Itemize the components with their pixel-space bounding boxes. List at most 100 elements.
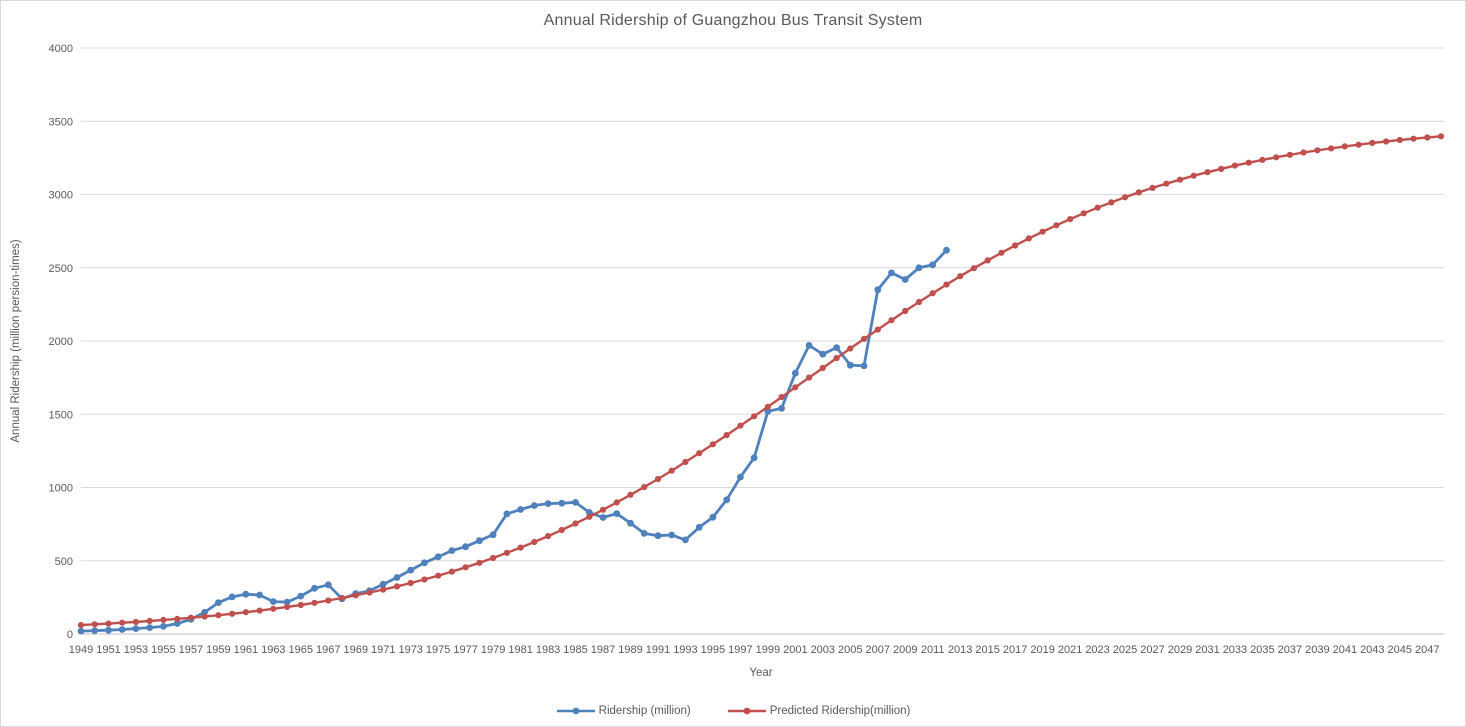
data-point bbox=[668, 531, 676, 539]
data-point bbox=[723, 496, 731, 504]
legend-dot-icon bbox=[572, 707, 580, 715]
data-point bbox=[1424, 134, 1431, 141]
chart-legend: Ridership (million) Predicted Ridership(… bbox=[1, 705, 1465, 717]
data-point bbox=[393, 574, 401, 581]
x-tick-label: 2003 bbox=[811, 644, 835, 656]
data-point bbox=[1218, 165, 1225, 172]
data-point bbox=[806, 374, 813, 381]
data-point bbox=[586, 513, 593, 520]
data-point bbox=[709, 441, 717, 448]
data-point bbox=[1149, 184, 1156, 191]
data-point bbox=[1396, 136, 1403, 144]
data-point bbox=[751, 413, 758, 420]
data-point bbox=[1286, 151, 1293, 158]
data-point bbox=[530, 502, 538, 509]
series-line-ridership bbox=[79, 248, 948, 633]
x-tick-label: 2027 bbox=[1140, 644, 1164, 656]
x-tick-label: 1997 bbox=[728, 644, 752, 656]
data-point bbox=[338, 594, 346, 602]
data-point bbox=[695, 523, 703, 531]
x-tick-label: 2045 bbox=[1388, 644, 1412, 656]
data-point bbox=[1039, 228, 1046, 235]
data-point bbox=[874, 286, 882, 294]
x-tick-label: 2041 bbox=[1333, 644, 1357, 656]
data-point bbox=[819, 350, 827, 358]
x-tick-label: 2035 bbox=[1250, 644, 1274, 656]
data-point bbox=[1163, 180, 1170, 187]
data-point bbox=[1108, 199, 1115, 206]
data-point bbox=[256, 591, 263, 599]
legend-item-predicted-ridership: Predicted Ridership(million) bbox=[727, 705, 910, 717]
data-point bbox=[805, 342, 813, 349]
chart-title: Annual Ridership of Guangzhou Bus Transi… bbox=[543, 12, 923, 29]
data-point bbox=[654, 532, 662, 540]
x-tick-label: 2023 bbox=[1085, 644, 1109, 656]
data-point bbox=[860, 335, 868, 342]
data-point bbox=[902, 307, 909, 315]
data-point bbox=[311, 584, 318, 592]
x-tick-label: 1965 bbox=[289, 644, 313, 656]
data-point bbox=[242, 590, 250, 598]
data-point bbox=[407, 566, 415, 574]
data-point bbox=[132, 625, 140, 632]
data-point bbox=[1121, 194, 1129, 201]
data-point bbox=[1053, 222, 1060, 229]
data-point bbox=[256, 607, 263, 614]
data-point bbox=[558, 526, 565, 534]
data-point bbox=[160, 623, 167, 630]
x-tick-label: 2037 bbox=[1278, 644, 1302, 656]
data-point bbox=[613, 499, 620, 506]
data-point bbox=[1369, 139, 1376, 146]
data-point bbox=[778, 405, 785, 412]
data-point bbox=[119, 619, 126, 626]
x-tick-label: 1955 bbox=[151, 644, 175, 656]
data-point bbox=[627, 491, 634, 498]
data-point bbox=[984, 257, 991, 264]
data-point bbox=[105, 626, 112, 634]
data-point bbox=[1190, 172, 1197, 179]
x-tick-label: 2025 bbox=[1113, 644, 1137, 656]
data-point bbox=[544, 500, 552, 507]
data-point bbox=[860, 362, 868, 370]
x-tick-label: 1967 bbox=[316, 644, 340, 656]
x-tick-label: 1963 bbox=[261, 644, 285, 656]
data-point bbox=[1383, 138, 1390, 145]
data-point bbox=[1341, 143, 1348, 150]
data-point bbox=[572, 499, 579, 506]
data-point bbox=[888, 317, 895, 324]
data-point bbox=[476, 559, 483, 566]
data-point bbox=[174, 615, 181, 623]
data-point bbox=[558, 499, 566, 507]
data-point bbox=[352, 592, 359, 599]
data-point bbox=[407, 579, 414, 587]
x-tick-label: 1949 bbox=[69, 644, 93, 656]
data-point bbox=[696, 450, 703, 457]
data-point bbox=[791, 369, 799, 377]
legend-marker-ridership bbox=[556, 707, 595, 715]
x-tick-label: 1989 bbox=[618, 644, 642, 656]
data-point bbox=[1328, 145, 1335, 152]
data-point bbox=[545, 533, 552, 540]
x-tick-label: 1973 bbox=[398, 644, 422, 656]
data-point bbox=[284, 603, 291, 611]
data-point bbox=[709, 513, 717, 521]
data-point bbox=[160, 616, 167, 624]
data-point bbox=[173, 620, 181, 627]
x-tick-label: 2047 bbox=[1415, 644, 1439, 656]
x-tick-label: 1995 bbox=[701, 644, 725, 656]
x-tick-label: 2009 bbox=[893, 644, 917, 656]
data-point bbox=[118, 626, 126, 633]
data-point bbox=[641, 484, 648, 491]
data-point bbox=[778, 394, 785, 401]
data-point bbox=[517, 506, 524, 513]
data-point bbox=[846, 361, 854, 369]
y-tick-label: 4000 bbox=[49, 43, 73, 55]
data-point bbox=[943, 281, 950, 288]
data-point bbox=[366, 589, 373, 596]
data-point bbox=[737, 473, 744, 481]
legend-label-ridership: Ridership (million) bbox=[598, 705, 691, 717]
x-tick-label: 1951 bbox=[96, 644, 120, 656]
data-point bbox=[915, 264, 923, 272]
data-point bbox=[654, 475, 662, 483]
y-tick-label: 500 bbox=[55, 556, 73, 568]
